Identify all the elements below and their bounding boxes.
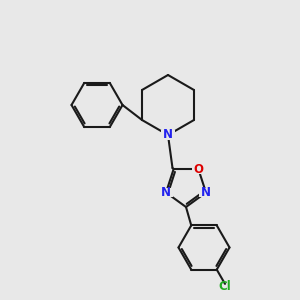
FancyBboxPatch shape (159, 188, 172, 197)
FancyBboxPatch shape (200, 188, 213, 197)
Text: N: N (163, 128, 173, 142)
FancyBboxPatch shape (192, 164, 205, 174)
Text: N: N (161, 186, 171, 199)
Text: O: O (193, 163, 203, 176)
Text: Cl: Cl (219, 280, 231, 293)
FancyBboxPatch shape (161, 130, 175, 140)
Text: N: N (201, 186, 211, 199)
